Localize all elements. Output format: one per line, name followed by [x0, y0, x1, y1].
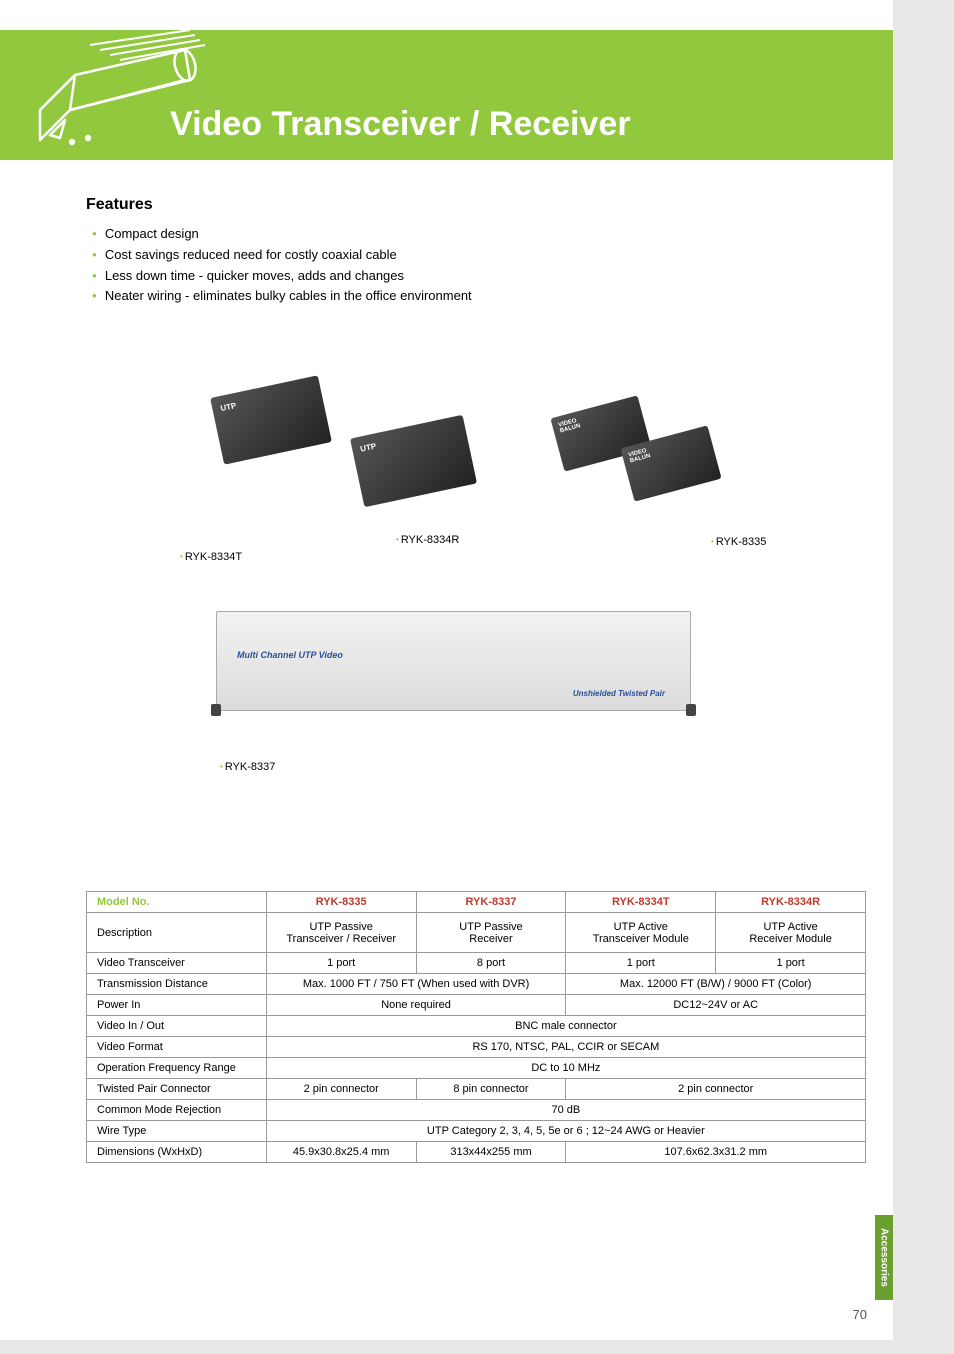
spec-col-RYK-8335: RYK-8335: [266, 892, 416, 913]
spec-cell: None required: [266, 995, 566, 1016]
spec-row-label: Video Format: [87, 1037, 267, 1058]
spec-cell: 313x44x255 mm: [416, 1142, 566, 1163]
feature-item: ●Cost savings reduced need for costly co…: [92, 245, 863, 266]
page: Video Transceiver / Receiver Features ●C…: [0, 0, 893, 1340]
spec-row-label: Dimensions (WxHxD): [87, 1142, 267, 1163]
camera-outline-icon: [10, 30, 215, 160]
spec-cell: 107.6x62.3x31.2 mm: [566, 1142, 866, 1163]
spec-cell: RS 170, NTSC, PAL, CCIR or SECAM: [266, 1037, 865, 1058]
spec-cell: 2 pin connector: [566, 1079, 866, 1100]
spec-cell: 45.9x30.8x25.4 mm: [266, 1142, 416, 1163]
spec-cell: BNC male connector: [266, 1016, 865, 1037]
product-8335-label: •RYK-8335: [711, 536, 766, 548]
spec-col-RYK-8334R: RYK-8334R: [716, 892, 866, 913]
feature-item: ●Neater wiring - eliminates bulky cables…: [92, 286, 863, 307]
product-8334t-img: UTP: [210, 375, 332, 464]
spec-cell: DC to 10 MHz: [266, 1058, 865, 1079]
features-list: ●Compact design●Cost savings reduced nee…: [92, 224, 863, 307]
spec-cell: Max. 12000 FT (B/W) / 9000 FT (Color): [566, 974, 866, 995]
spec-cell: 70 dB: [266, 1100, 865, 1121]
spec-header-label: Model No.: [87, 892, 267, 913]
content-area: Features ●Compact design●Cost savings re…: [86, 196, 863, 307]
spec-cell: 8 port: [416, 953, 566, 974]
spec-row-label: Wire Type: [87, 1121, 267, 1142]
spec-cell: 8 pin connector: [416, 1079, 566, 1100]
feature-item: ●Compact design: [92, 224, 863, 245]
spec-cell: UTP PassiveTransceiver / Receiver: [266, 913, 416, 953]
spec-cell: UTP PassiveReceiver: [416, 913, 566, 953]
spec-cell: UTP ActiveTransceiver Module: [566, 913, 716, 953]
spec-row-label: Video In / Out: [87, 1016, 267, 1037]
spec-row-label: Transmission Distance: [87, 974, 267, 995]
spec-cell: 2 pin connector: [266, 1079, 416, 1100]
spec-row-label: Power In: [87, 995, 267, 1016]
product-8334t-label: •RYK-8334T: [180, 551, 242, 563]
side-tab: Accessories: [875, 1215, 893, 1300]
spec-table: Model No.RYK-8335RYK-8337RYK-8334TRYK-83…: [86, 891, 866, 1163]
features-heading: Features: [86, 196, 863, 214]
spec-row-label: Video Transceiver: [87, 953, 267, 974]
spec-cell: Max. 1000 FT / 750 FT (When used with DV…: [266, 974, 566, 995]
spec-row-label: Description: [87, 913, 267, 953]
product-8337-img: Multi Channel UTP Video Unshielded Twist…: [216, 611, 691, 711]
spec-row-label: Twisted Pair Connector: [87, 1079, 267, 1100]
spec-row-label: Common Mode Rejection: [87, 1100, 267, 1121]
spec-cell: 1 port: [566, 953, 716, 974]
spec-col-RYK-8337: RYK-8337: [416, 892, 566, 913]
spec-cell: 1 port: [716, 953, 866, 974]
product-images: UTP •RYK-8334T UTP •RYK-8334R VIDEOBALUN…: [176, 366, 876, 786]
spec-cell: UTP Category 2, 3, 4, 5, 5e or 6 ; 12~24…: [266, 1121, 865, 1142]
spec-row-label: Operation Frequency Range: [87, 1058, 267, 1079]
product-8334r-img: UTP: [350, 415, 477, 507]
spec-cell: UTP ActiveReceiver Module: [716, 913, 866, 953]
spec-col-RYK-8334T: RYK-8334T: [566, 892, 716, 913]
spec-cell: DC12~24V or AC: [566, 995, 866, 1016]
page-title: Video Transceiver / Receiver: [170, 105, 631, 144]
product-8334r-label: •RYK-8334R: [396, 534, 459, 546]
spec-cell: 1 port: [266, 953, 416, 974]
product-8337-label: •RYK-8337: [220, 761, 275, 773]
feature-item: ●Less down time - quicker moves, adds an…: [92, 266, 863, 287]
page-number: 70: [853, 1307, 867, 1322]
